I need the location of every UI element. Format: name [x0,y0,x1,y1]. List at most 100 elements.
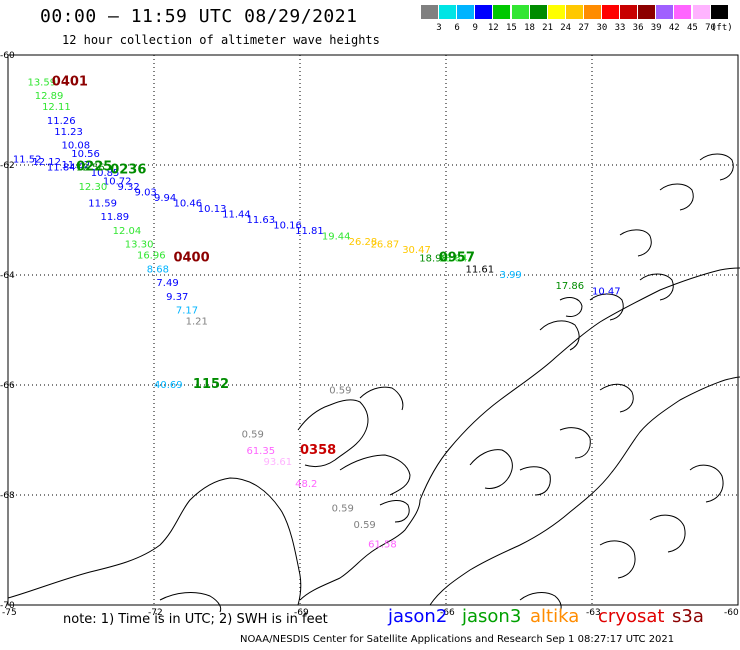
wave-height-value: 9.32 [118,182,140,193]
graticule [8,55,738,605]
wave-height-value: 11.61 [465,264,494,275]
wave-height-value: 11.89 [100,212,129,223]
wave-height-value: 0.59 [242,429,264,440]
wave-height-value: 18.98 [419,253,448,264]
wave-height-value: 48.2 [295,479,317,490]
legend-swatch [529,5,547,19]
wave-height-value: 30.47 [402,245,431,256]
legend-swatch [638,5,656,19]
wave-height-value: 10.56 [71,149,100,160]
wave-height-value: 13.30 [125,240,154,251]
legend-unit: (ft) [711,23,733,33]
latitude-label: -64 [0,271,15,281]
wave-height-value: 61.58 [368,539,397,550]
wave-height-value: 17.86 [556,281,585,292]
satellite-s3a: s3a [672,606,704,627]
map-frame [7,54,739,606]
legend-label: 39 [650,23,662,33]
wave-height-value: 0.59 [329,385,351,396]
wave-height-value: 12.12 [32,157,61,168]
wave-height-value: 11.84 [47,163,76,174]
legend-label: 27 [578,23,590,33]
legend-swatch [457,5,475,19]
wave-height-value: 26.87 [371,240,400,251]
wave-height-value: 10.47 [592,286,621,297]
wave-height-value: 9.94 [154,193,176,204]
wave-height-value: 10.13 [198,204,227,215]
legend-swatch [565,5,583,19]
wave-height-value: 11.52 [13,154,42,165]
wave-height-value: 7.17 [176,306,198,317]
legend-swatch [602,5,619,19]
longitude-label: -60 [724,608,739,618]
satellite-altika: altika [530,606,580,627]
wave-height-value: 9.37 [166,292,188,303]
wave-height-value: 12.56 [76,163,105,174]
legend-label: 12 [487,23,499,33]
legend-label: 15 [505,23,517,33]
legend-label: 30 [596,23,608,33]
legend-label: 70 [705,23,716,33]
pass-time-label: 0400 [173,250,209,265]
page-title: 00:00 – 11:59 UTC 08/29/2021 [40,6,358,27]
satellite-jason3: jason3 [462,606,522,627]
wave-height-value: 12.89 [35,91,64,102]
legend-label: 18 [524,23,535,33]
pass-time-label: 0225 [76,160,112,175]
longitude-label: -69 [294,608,309,618]
legend-swatch [656,5,674,19]
legend-swatch [421,5,438,19]
wave-height-value: 7.49 [156,278,178,289]
wave-height-value: 3.99 [500,270,522,281]
legend-swatch [710,5,728,19]
latitude-label: -66 [0,381,15,391]
legend-label: 42 [668,23,680,33]
wave-height-value: 10.85 [91,168,120,179]
wave-height-value: 8.68 [147,264,169,275]
pass-time-label: 0236 [110,162,146,177]
legend-label: 36 [632,23,644,33]
latitude-label: -62 [0,161,15,171]
wave-height-value: 93.61 [264,457,293,468]
latitude-label: -60 [0,51,15,61]
legend-label: 3 [436,23,442,33]
legend-label: 24 [560,23,572,33]
wave-height-value: 11.44 [222,209,251,220]
satellite-jason2: jason2 [388,606,448,627]
legend-label: 33 [614,23,626,33]
wave-height-value: 12.04 [113,226,142,237]
satellite-cryosat: cryosat [598,606,665,627]
legend-swatch [511,5,529,19]
legend-label: 21 [542,23,554,33]
legend-swatch [493,5,511,19]
wave-height-value: 1.21 [186,317,208,328]
footer-note: note: 1) Time is in UTC; 2) SWH is in fe… [63,612,328,627]
wave-height-value: 11.23 [54,127,83,138]
wave-height-value: 10.16 [273,220,302,231]
legend-swatch [475,5,493,19]
latitude-labels: -60 -62 -64 -66 -68 -70 [0,51,15,611]
pass-time-label: 1152 [193,377,229,392]
wave-height-value: 26.28 [349,237,378,248]
legend-swatch [439,5,457,19]
wave-height-value: 0.59 [332,504,354,515]
wave-height-value: 61.35 [246,446,275,457]
wave-height-value: 9.03 [135,187,157,198]
wave-height-value: 10.08 [62,141,91,152]
latitude-label: -68 [0,491,15,501]
coastline [7,153,740,613]
wave-height-value: 13.59 [27,77,56,88]
longitude-label: -72 [148,608,163,618]
wave-height-value: 0.59 [354,520,376,531]
wave-height-value: 19.44 [322,231,351,242]
longitude-label: -75 [2,608,17,618]
legend-swatch [674,5,692,19]
longitude-label: -66 [440,608,455,618]
wave-height-value: 11.59 [88,198,117,209]
credit-line: NOAA/NESDIS Center for Satellite Applica… [240,634,675,645]
wave-height-value: 11.81 [295,226,324,237]
pass-time-label: 0358 [300,443,336,458]
legend-swatch [583,5,601,19]
wave-height-value: 16.96 [137,251,166,262]
